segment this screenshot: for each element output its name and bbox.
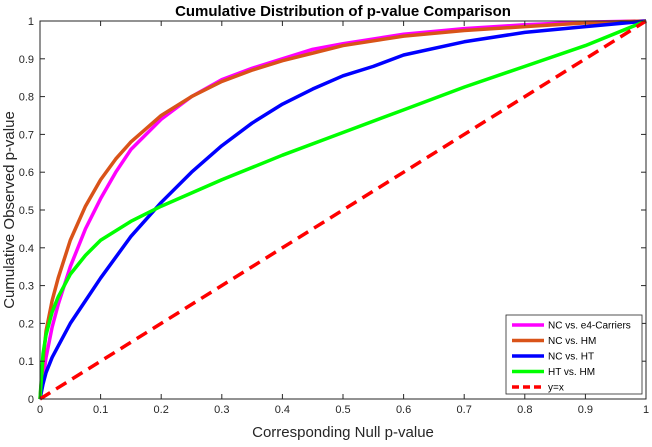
x-axis-label: Corresponding Null p-value [252, 424, 434, 441]
x-tick-label: 0.7 [457, 404, 472, 416]
x-tick-label: 0.6 [396, 404, 411, 416]
y-tick-label: 0.3 [19, 281, 34, 293]
x-tick-label: 0.8 [517, 404, 532, 416]
series-line-5 [39, 19, 647, 401]
x-axis-ticks: 0 0.1 0.2 0.3 0.4 0.5 0.6 0.7 0.8 0.9 1 [37, 21, 649, 416]
legend-label: NC vs. HM [548, 336, 596, 347]
y-axis-ticks: 0 0.1 0.2 0.3 0.4 0.5 0.6 0.7 0.8 0.9 1 [19, 16, 646, 406]
y-axis-label: Cumulative Observed p-value [1, 111, 18, 309]
y-tick-label: 0.1 [19, 356, 34, 368]
legend-label: y=x [548, 383, 564, 394]
y-tick-label: 0.4 [19, 243, 34, 255]
series-line-3 [38, 19, 647, 400]
series-layer [38, 19, 647, 401]
x-tick-label: 0.2 [154, 404, 169, 416]
chart-title: Cumulative Distribution of p-value Compa… [175, 3, 511, 20]
y-tick-label: 0.5 [19, 205, 34, 217]
x-tick-label: 0 [37, 404, 43, 416]
y-tick-label: 0.8 [19, 92, 34, 104]
x-tick-label: 0.4 [275, 404, 290, 416]
legend-label: NC vs. e4-Carriers [548, 321, 631, 332]
x-tick-label: 1 [643, 404, 649, 416]
y-tick-label: 0.7 [19, 129, 34, 141]
y-tick-label: 0 [28, 394, 34, 406]
legend-label: NC vs. HT [548, 352, 594, 363]
y-tick-label: 1 [28, 16, 34, 28]
series-line-2 [38, 19, 647, 400]
series-line-4 [38, 19, 647, 400]
legend: NC vs. e4-Carriers NC vs. HM NC vs. HT HT v… [505, 314, 643, 395]
y-tick-label: 0.9 [19, 54, 34, 66]
y-tick-label: 0.6 [19, 167, 34, 179]
x-tick-label: 0.3 [214, 404, 229, 416]
x-tick-label: 0.9 [578, 404, 593, 416]
y-tick-label: 0.2 [19, 318, 34, 330]
legend-label: HT vs. HM [548, 367, 595, 378]
x-tick-label: 0.1 [93, 404, 108, 416]
x-tick-label: 0.5 [335, 404, 350, 416]
